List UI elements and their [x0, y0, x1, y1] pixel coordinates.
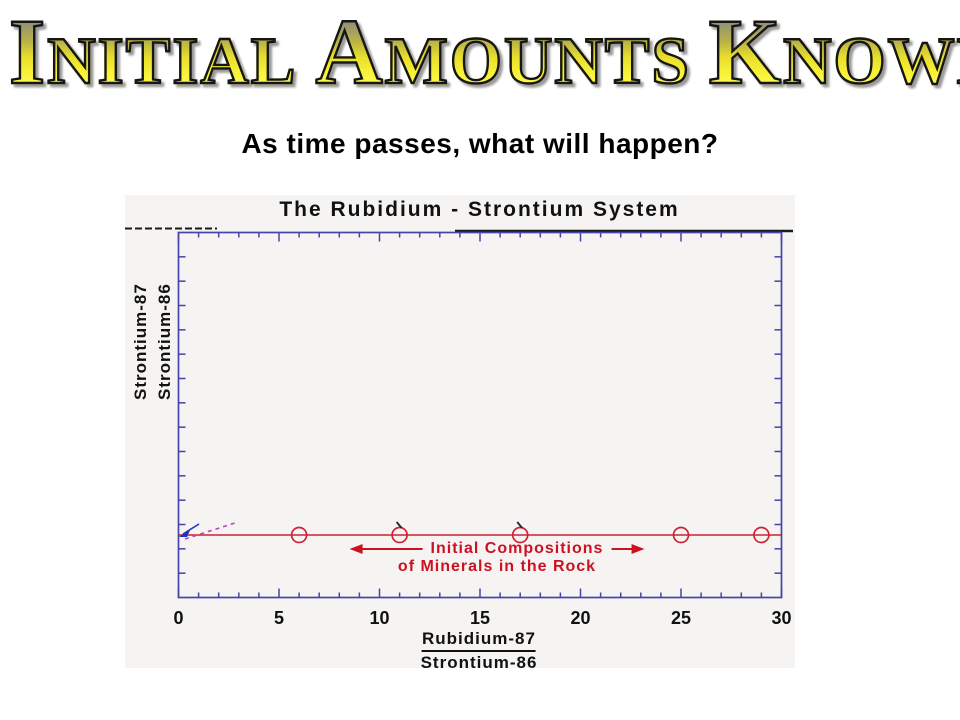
chart-title: The Rubidium - Strontium System: [279, 198, 680, 221]
data-point: [753, 526, 770, 544]
title-word: INITIAL: [8, 1, 298, 104]
annotation-line1: Initial Compositions: [430, 540, 604, 557]
x-tick-label: 15: [469, 608, 491, 628]
data-point: [511, 526, 529, 544]
data-point: [290, 526, 308, 544]
data-point: [391, 526, 408, 544]
annotation-arrow-left-icon: [349, 544, 423, 554]
x-tick-label: 25: [670, 608, 692, 628]
annotation-arrow-right-icon: [611, 544, 645, 554]
slide-subtitle: As time passes, what will happen?: [241, 128, 719, 159]
x-tick-label: 10: [369, 608, 390, 628]
data-point: [672, 526, 690, 544]
x-tick-label: 30: [771, 608, 792, 628]
x-axis-numerator: Rubidium-87: [422, 629, 536, 652]
x-axis-label: Rubidium-87 Strontium-86: [421, 629, 538, 673]
title-word: KNOWN: [708, 1, 960, 104]
point-mark: [516, 521, 523, 529]
slide-title: INITIALAMOUNTSKNOWN: [0, 1, 960, 104]
x-tick-label: 0: [173, 608, 184, 628]
origin-arrow-head: [179, 528, 191, 537]
annotation-line2: of Minerals in the Rock: [397, 558, 597, 575]
x-axis-tick-labels: 0 5 10 15 20 25 30: [125, 608, 795, 628]
isochron-hint-dashes: [184, 521, 239, 540]
x-tick-label: 5: [273, 608, 285, 628]
isochron-chart: The Rubidium - Strontium System Strontiu…: [125, 195, 795, 672]
isochron-plot-canvas: [125, 227, 793, 599]
point-mark: [395, 521, 403, 529]
title-word: AMOUNTS: [314, 1, 691, 104]
x-axis-denominator: Strontium-86: [420, 653, 538, 672]
initial-compositions-annotation: Initial Compositions of Minerals in the …: [349, 540, 645, 576]
x-tick-label: 20: [570, 608, 591, 628]
